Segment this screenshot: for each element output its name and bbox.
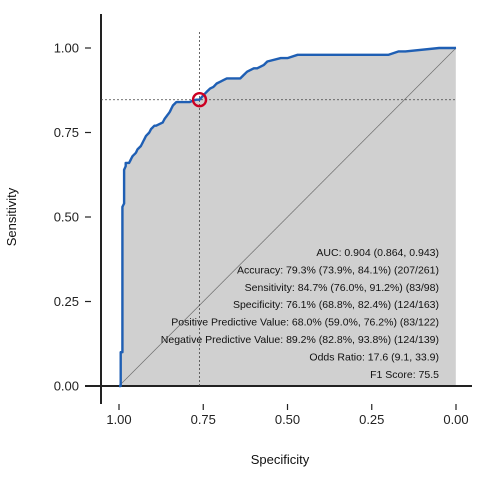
x-tick-label: 0.75 — [191, 412, 216, 427]
x-tick-label: 0.25 — [359, 412, 384, 427]
stat-annotation: F1 Score: 75.5 — [370, 369, 439, 381]
optimal-threshold-point — [191, 92, 208, 108]
stat-annotation: Negative Predictive Value: 89.2% (82.8%,… — [161, 334, 439, 346]
x-tick-label: 0.50 — [275, 412, 300, 427]
stat-annotation: Sensitivity: 84.7% (76.0%, 91.2%) (83/98… — [245, 282, 439, 294]
x-axis-title: Specificity — [251, 452, 310, 467]
y-tick-label: 1.00 — [54, 41, 79, 56]
y-tick-label: 0.75 — [54, 125, 79, 140]
y-tick-label: 0.25 — [54, 294, 79, 309]
stat-annotation: Positive Predictive Value: 68.0% (59.0%,… — [171, 317, 439, 329]
stat-annotation: Accuracy: 79.3% (73.9%, 84.1%) (207/261) — [237, 264, 439, 276]
reference-diagonal-line — [118, 47, 457, 387]
x-tick-label: 1.00 — [106, 412, 131, 427]
stat-annotation: Specificity: 76.1% (68.8%, 82.4%) (124/1… — [233, 299, 439, 311]
x-tick-label: 0.00 — [443, 412, 468, 427]
stat-annotation: Odds Ratio: 17.6 (9.1, 33.9) — [309, 351, 439, 363]
y-tick-label: 0.50 — [54, 210, 79, 225]
y-axis-title: Sensitivity — [4, 187, 19, 246]
roc-curve-line — [119, 46, 456, 388]
y-tick-label: 0.00 — [54, 379, 79, 394]
stat-annotation: AUC: 0.904 (0.864, 0.943) — [316, 247, 439, 259]
